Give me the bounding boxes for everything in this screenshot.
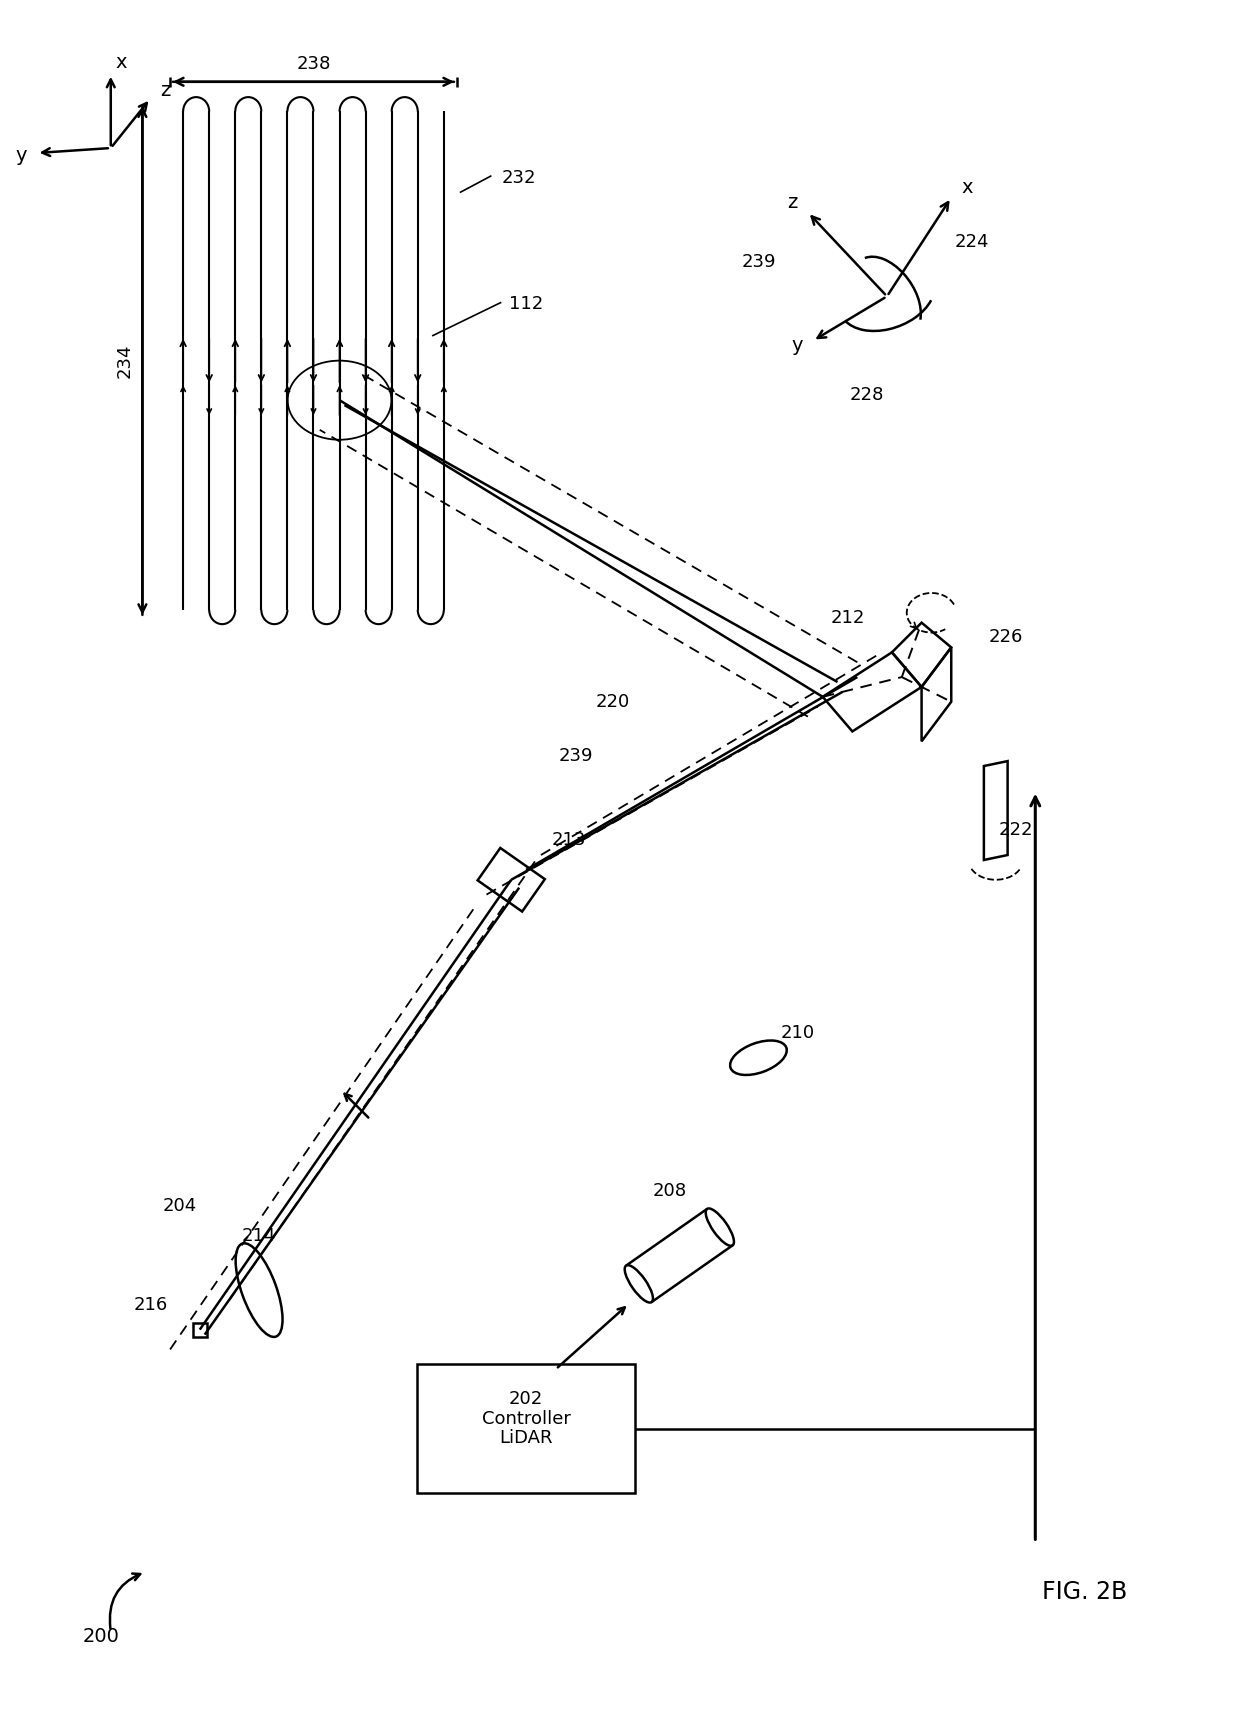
- Text: 222: 222: [998, 822, 1033, 839]
- Text: LiDAR: LiDAR: [500, 1429, 553, 1447]
- Text: 228: 228: [849, 386, 884, 405]
- Text: 234: 234: [115, 343, 134, 378]
- Text: 210: 210: [781, 1024, 815, 1042]
- Text: 239: 239: [559, 746, 593, 765]
- Text: 212: 212: [831, 609, 864, 626]
- Text: y: y: [15, 146, 27, 165]
- Text: 239: 239: [742, 252, 776, 271]
- Text: 238: 238: [296, 55, 331, 74]
- Text: 226: 226: [988, 628, 1023, 647]
- Text: 112: 112: [510, 295, 543, 314]
- Text: x: x: [961, 178, 972, 197]
- Text: 214: 214: [242, 1227, 277, 1244]
- Text: FIG. 2B: FIG. 2B: [1042, 1580, 1127, 1604]
- Bar: [193, 1323, 207, 1337]
- Text: 208: 208: [652, 1182, 687, 1199]
- Text: 216: 216: [133, 1296, 167, 1314]
- Text: Controller: Controller: [481, 1409, 570, 1428]
- Text: 213: 213: [552, 831, 585, 849]
- Text: 220: 220: [595, 693, 630, 710]
- Text: z: z: [787, 192, 799, 213]
- Text: 202: 202: [508, 1390, 543, 1407]
- Text: x: x: [115, 53, 128, 72]
- Text: y: y: [791, 336, 804, 355]
- Text: 224: 224: [955, 233, 988, 251]
- Bar: [418, 1364, 635, 1493]
- Text: z: z: [160, 81, 171, 100]
- Text: 200: 200: [82, 1627, 119, 1646]
- Bar: [477, 848, 544, 911]
- Text: 232: 232: [501, 168, 536, 187]
- Text: 204: 204: [162, 1198, 197, 1215]
